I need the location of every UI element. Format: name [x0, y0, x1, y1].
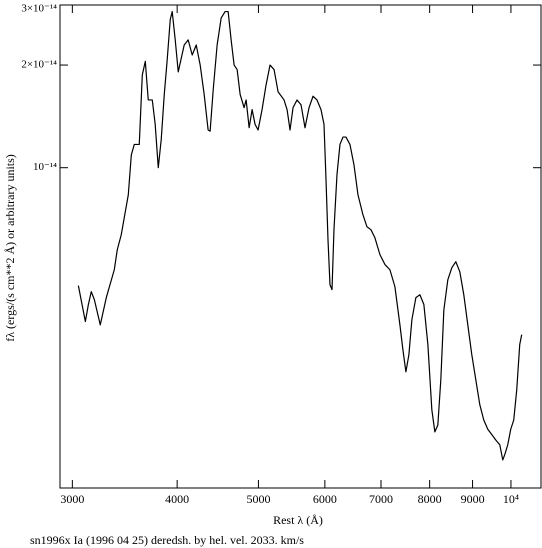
- spectrum-line: [77, 10, 523, 461]
- x-tick-label: 8000: [418, 492, 442, 506]
- y-axis-label: fλ (ergs/(s cm**2 Å) or arbitrary units): [3, 154, 17, 342]
- plot-frame: [59, 4, 542, 489]
- y-tick-label: 10⁻¹⁴: [33, 161, 57, 173]
- chart-title: sn1996x Ia (1996 04 25) deredsh. by hel.…: [30, 533, 304, 547]
- x-tick-label: 7000: [369, 492, 393, 506]
- x-tick-label: 6000: [313, 492, 337, 506]
- x-tick-label: 3000: [60, 492, 84, 506]
- x-tick-label: 9000: [461, 492, 485, 506]
- x-tick-label: 10⁴: [503, 492, 519, 506]
- x-axis-label: Rest λ (Å): [273, 513, 323, 527]
- x-tick-label: 4000: [165, 492, 189, 506]
- y-tick-label: 3×10⁻¹⁴: [21, 3, 57, 15]
- x-tick-label: 5000: [246, 492, 270, 506]
- y-tick-label: 2×10⁻¹⁴: [21, 59, 57, 71]
